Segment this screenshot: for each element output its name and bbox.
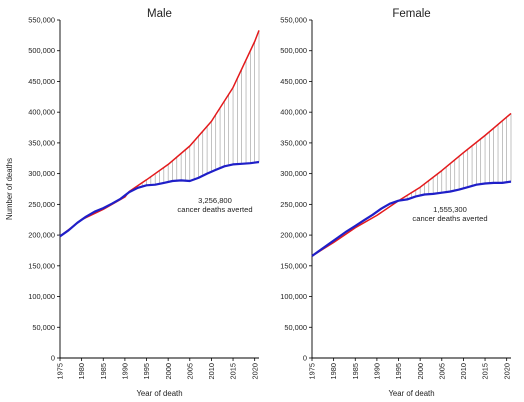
observed-deaths-line: [59, 160, 260, 238]
x-tick-label: 1975: [56, 363, 65, 379]
averted-annotation: cancer deaths averted: [412, 214, 487, 223]
panel-title: Male: [147, 8, 172, 20]
x-tick-label: 1980: [329, 363, 338, 379]
y-tick-label: 150,000: [28, 261, 55, 270]
y-tick-label: 450,000: [280, 77, 307, 86]
y-tick-label: 550,000: [28, 16, 55, 25]
y-tick-label: 0: [303, 354, 307, 363]
averted-annotation: 1,555,300: [433, 205, 467, 214]
y-tick-label: 100,000: [28, 292, 55, 301]
x-tick-label: 1990: [372, 363, 381, 379]
y-tick-label: 50,000: [32, 323, 55, 332]
y-tick-label: 300,000: [28, 169, 55, 178]
expected-deaths-line: [59, 30, 260, 237]
y-tick-label: 350,000: [280, 138, 307, 147]
y-tick-label: 200,000: [28, 231, 55, 240]
y-tick-label: 100,000: [280, 292, 307, 301]
expected-deaths-line: [311, 112, 512, 257]
y-tick-label: 150,000: [280, 261, 307, 270]
y-tick-label: 500,000: [280, 46, 307, 55]
averted-annotation: cancer deaths averted: [177, 205, 252, 214]
y-tick-label: 500,000: [28, 46, 55, 55]
x-axis-label: Year of death: [388, 389, 434, 398]
x-tick-label: 2005: [437, 363, 446, 379]
panel-title: Female: [392, 8, 430, 20]
panel-female: Female 0 50,000 100,000 150,000 200,000 250,00…: [280, 8, 512, 398]
x-tick-label: 2015: [229, 363, 238, 379]
x-tick-label: 2020: [502, 363, 511, 379]
y-tick-label: 350,000: [28, 138, 55, 147]
y-tick-label: 250,000: [28, 200, 55, 209]
x-tick-label: 2000: [416, 363, 425, 379]
x-axis-label: Year of death: [136, 389, 182, 398]
x-tick-label: 1995: [142, 363, 151, 379]
x-tick-label: 2010: [207, 363, 216, 379]
x-tick-label: 2015: [481, 363, 490, 379]
x-tick-label: 1995: [394, 363, 403, 379]
y-tick-label: 250,000: [280, 200, 307, 209]
x-tick-label: 1980: [77, 363, 86, 379]
y-tick-label: 200,000: [280, 231, 307, 240]
observed-deaths-line: [311, 180, 512, 257]
panel-male: Male 0 50,000 100,000 150,000 200,000 250,000 3…: [5, 8, 260, 398]
y-axis-label: Number of deaths: [5, 158, 14, 220]
y-tick-label: 400,000: [28, 108, 55, 117]
y-tick-label: 400,000: [280, 108, 307, 117]
y-tick-label: 450,000: [28, 77, 55, 86]
x-tick-label: 1975: [308, 363, 317, 379]
y-tick-label: 550,000: [280, 16, 307, 25]
x-tick-label: 2010: [459, 363, 468, 379]
y-tick-label: 0: [51, 354, 55, 363]
x-tick-label: 1990: [120, 363, 129, 379]
y-tick-label: 50,000: [284, 323, 307, 332]
x-tick-label: 1985: [99, 363, 108, 379]
y-tick-label: 300,000: [280, 169, 307, 178]
x-tick-label: 2000: [164, 363, 173, 379]
averted-annotation: 3,256,800: [198, 196, 232, 205]
x-tick-label: 2020: [250, 363, 259, 379]
x-tick-label: 1985: [351, 363, 360, 379]
x-tick-label: 2005: [185, 363, 194, 379]
